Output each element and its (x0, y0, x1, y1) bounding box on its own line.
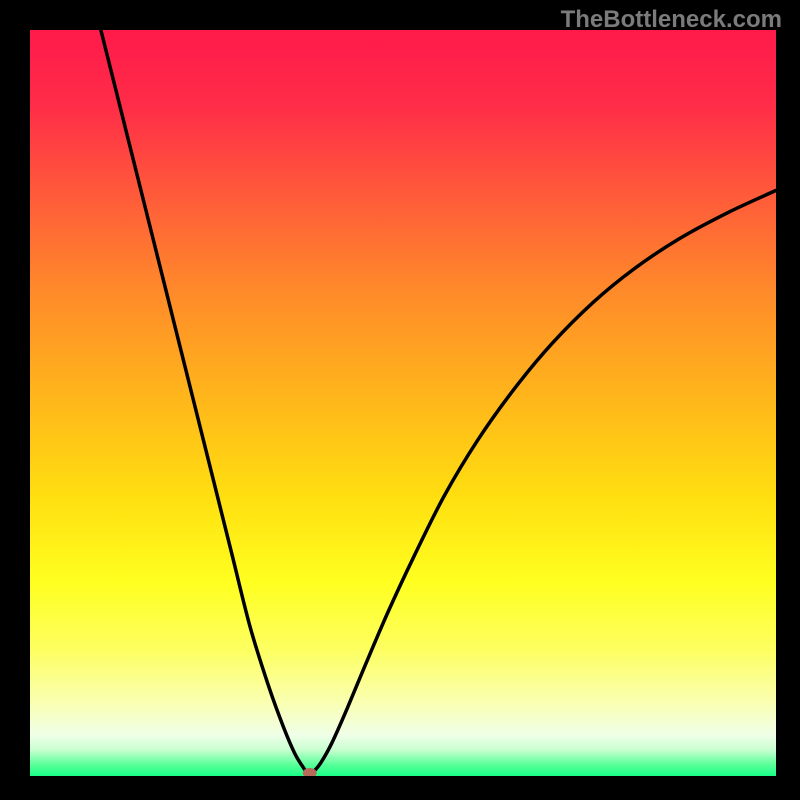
watermark-text: TheBottleneck.com (561, 6, 782, 34)
chart-svg (30, 30, 776, 776)
plot-area (30, 30, 776, 776)
watermark-label: TheBottleneck.com (561, 6, 782, 33)
chart-background (30, 30, 776, 776)
